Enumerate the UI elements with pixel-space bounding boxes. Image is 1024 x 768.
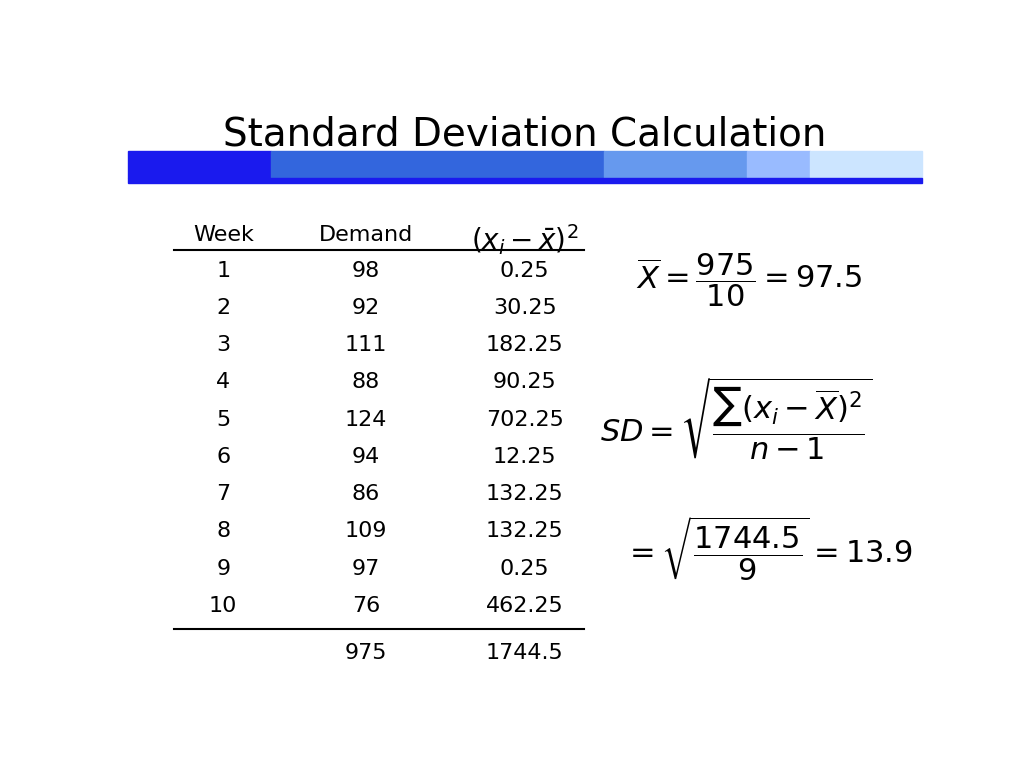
Text: 975: 975	[345, 644, 387, 664]
Text: 182.25: 182.25	[486, 335, 563, 356]
Text: 111: 111	[345, 335, 387, 356]
Text: 1: 1	[216, 260, 230, 280]
Text: 94: 94	[352, 447, 380, 467]
Text: 76: 76	[352, 596, 380, 616]
Text: 2: 2	[216, 298, 230, 318]
Text: $(x_i - \bar{x})^2$: $(x_i - \bar{x})^2$	[471, 222, 579, 257]
Text: 124: 124	[345, 409, 387, 430]
Bar	[604, 151, 748, 178]
Text: 4: 4	[216, 372, 230, 392]
Text: 88: 88	[352, 372, 380, 392]
Text: 462.25: 462.25	[486, 596, 563, 616]
Text: 30.25: 30.25	[493, 298, 557, 318]
Text: 12.25: 12.25	[493, 447, 557, 467]
Text: 10: 10	[209, 596, 238, 616]
Text: 132.25: 132.25	[486, 485, 563, 505]
Text: 98: 98	[352, 260, 380, 280]
Text: 109: 109	[345, 521, 387, 541]
Text: Demand: Demand	[318, 225, 414, 245]
Bar	[270, 151, 604, 178]
Text: 92: 92	[352, 298, 380, 318]
Text: 0.25: 0.25	[500, 559, 550, 579]
Text: $SD = \sqrt{\dfrac{\sum(x_i - \overline{X})^2}{n-1}}$: $SD = \sqrt{\dfrac{\sum(x_i - \overline{…	[600, 376, 872, 462]
Text: 0.25: 0.25	[500, 260, 550, 280]
Text: 8: 8	[216, 521, 230, 541]
Text: 9: 9	[216, 559, 230, 579]
Bar	[748, 151, 811, 178]
Text: 97: 97	[352, 559, 380, 579]
Text: 702.25: 702.25	[485, 409, 564, 430]
Text: 3: 3	[216, 335, 230, 356]
Text: $\overline{X} = \dfrac{975}{10} = 97.5$: $\overline{X} = \dfrac{975}{10} = 97.5$	[636, 252, 862, 310]
Text: 1744.5: 1744.5	[486, 644, 563, 664]
Text: $= \sqrt{\dfrac{1744.5}{9}} = 13.9$: $= \sqrt{\dfrac{1744.5}{9}} = 13.9$	[624, 515, 913, 583]
Text: 132.25: 132.25	[486, 521, 563, 541]
Bar	[811, 151, 922, 178]
Text: 7: 7	[216, 485, 230, 505]
Text: 5: 5	[216, 409, 230, 430]
Text: 86: 86	[352, 485, 380, 505]
Bar	[128, 151, 270, 178]
Text: 6: 6	[216, 447, 230, 467]
Text: Week: Week	[193, 225, 254, 245]
Text: Standard Deviation Calculation: Standard Deviation Calculation	[223, 116, 826, 154]
Bar	[128, 178, 922, 183]
Text: 90.25: 90.25	[493, 372, 557, 392]
